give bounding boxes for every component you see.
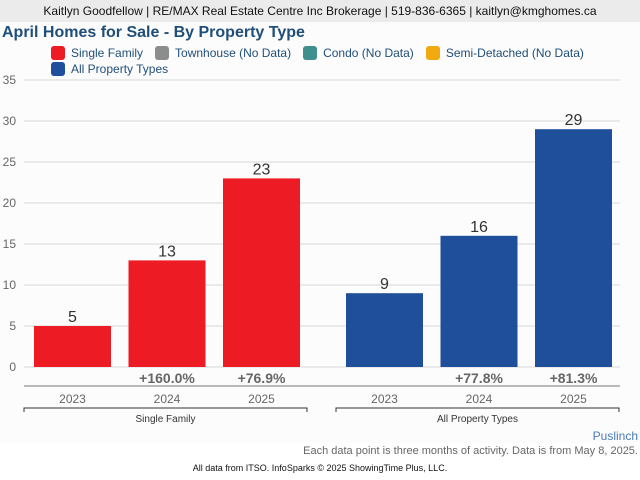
bar-value-label: 13 [158, 243, 176, 260]
change-label: +160.0% [139, 370, 195, 386]
legend-label: All Property Types [71, 62, 169, 76]
change-label: +76.9% [238, 370, 286, 386]
group-bracket [335, 407, 620, 412]
bar-value-label: 16 [470, 219, 488, 236]
group-label: Single Family [135, 414, 195, 425]
data-note: Each data point is three months of activ… [303, 445, 638, 457]
legend-label: Condo (No Data) [323, 46, 414, 60]
data-credit: All data from ITSO. InfoSparks © 2025 Sh… [192, 463, 448, 473]
legend-swatch [303, 46, 318, 60]
y-tick-label: 10 [3, 278, 17, 292]
legend: Single Family Townhouse (No Data) Condo … [51, 45, 631, 77]
x-tick-label: 2024 [466, 392, 493, 406]
y-tick-label: 35 [3, 73, 17, 87]
bar-value-label: 9 [380, 276, 389, 293]
legend-label: Single Family [71, 46, 144, 60]
bar-value-label: 29 [565, 112, 583, 129]
x-tick-label: 2025 [560, 392, 587, 406]
change-label: +81.3% [550, 370, 598, 386]
change-label: +77.8% [455, 370, 503, 386]
legend-swatch [51, 62, 65, 76]
bar [440, 235, 518, 367]
x-tick-label: 2023 [59, 392, 86, 406]
area-label: Puslinch [592, 429, 638, 443]
x-tick-label: 2025 [248, 392, 275, 406]
y-tick-label: 15 [3, 237, 17, 251]
bar [223, 178, 300, 367]
y-tick-label: 0 [9, 360, 16, 374]
agent-contact-banner: Kaitlyn Goodfellow | RE/MAX Real Estate … [0, 0, 640, 22]
legend-label: Townhouse (No Data) [175, 46, 292, 60]
y-tick-label: 20 [3, 196, 17, 210]
y-tick-label: 25 [3, 155, 17, 169]
legend-swatch [155, 46, 170, 60]
chart-background [0, 22, 640, 443]
bar-value-label: 23 [253, 161, 271, 178]
chart-title: April Homes for Sale - By Property Type [2, 24, 305, 41]
legend-item-townhouse[interactable]: Townhouse (No Data) [155, 46, 291, 60]
legend-item-all-property-types[interactable]: All Property Types [51, 62, 168, 76]
legend-item-single-family[interactable]: Single Family [51, 46, 143, 60]
legend-label: Semi-Detached (No Data) [445, 46, 584, 60]
bar-value-label: 5 [68, 309, 77, 326]
group-label: All Property Types [437, 414, 518, 425]
bar [128, 260, 206, 367]
bar [346, 293, 423, 367]
x-tick-label: 2023 [371, 392, 398, 406]
legend-item-condo[interactable]: Condo (No Data) [303, 46, 414, 60]
bar [535, 129, 612, 367]
x-tick-label: 2024 [154, 392, 181, 406]
legend-item-semi-detached[interactable]: Semi-Detached (No Data) [425, 46, 584, 60]
legend-swatch [51, 46, 65, 60]
y-tick-label: 5 [9, 319, 16, 333]
legend-swatch [425, 46, 440, 60]
bar [34, 326, 111, 367]
group-bracket [23, 407, 308, 412]
y-tick-label: 30 [3, 114, 17, 128]
